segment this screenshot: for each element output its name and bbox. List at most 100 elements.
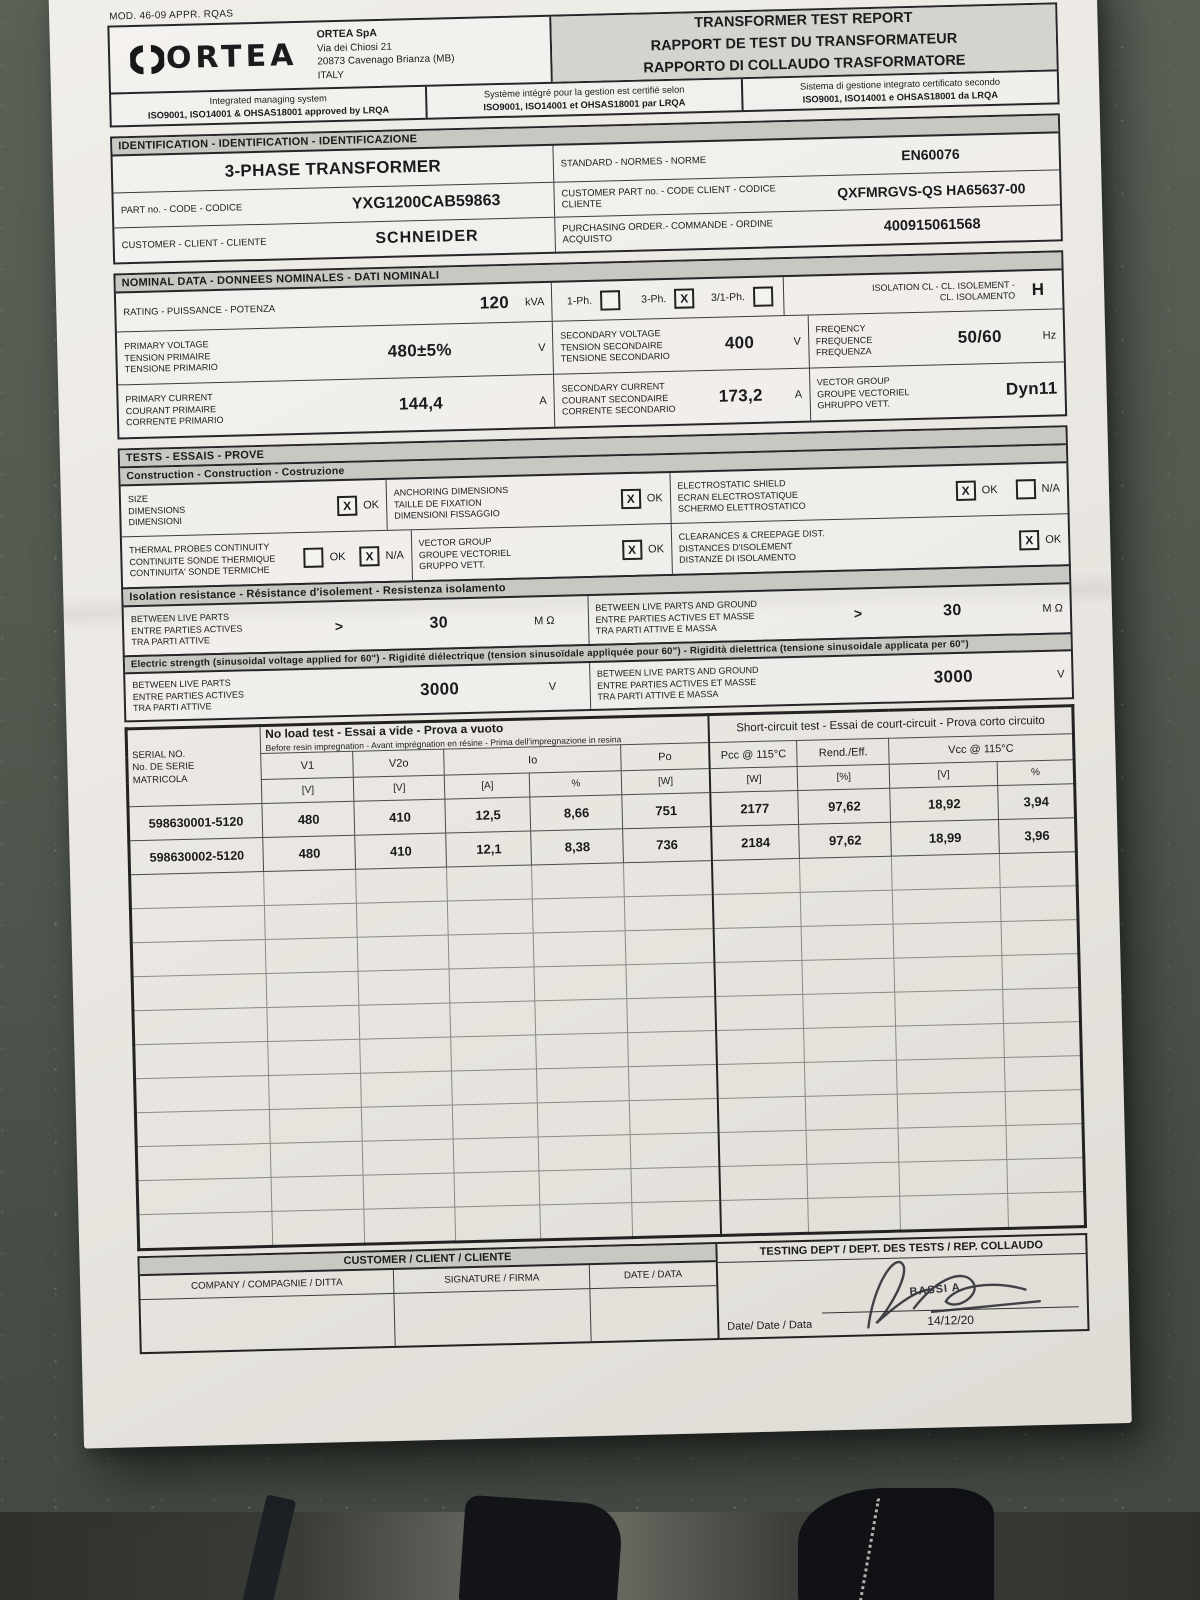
testing-dept-block: TESTING DEPT / DEPT. DES TESTS / REP. CO…	[717, 1233, 1090, 1341]
isolation-class-value: H	[1031, 280, 1045, 300]
secondary-voltage-cell: SECONDARY VOLTAGE TENSION SECONDAIRE TEN…	[551, 315, 809, 375]
secondary-current-label: SECONDARY CURRENT COURANT SECONDAIRE COR…	[561, 381, 676, 417]
company-name: ORTEA SpA	[316, 27, 378, 41]
frequency-unit: Hz	[1042, 329, 1057, 343]
ortea-logo: ORTEA	[110, 34, 312, 82]
checkbox-3-1ph	[752, 286, 774, 308]
frequency-cell: FREQENCY FREQUENCE FREQUENZA 50/60 Hz	[807, 309, 1064, 368]
standard-label: STANDARD - NORMES - NORME	[560, 154, 707, 170]
checkbox-clearances-ok: X	[1019, 530, 1040, 551]
identification-section: IDENTIFICATION - IDENTIFICATION - IDENTI…	[110, 113, 1063, 265]
report-title-block: TRANSFORMER TEST REPORT RAPPORT DE TEST …	[551, 4, 1057, 82]
isolation-live-label: BETWEEN LIVE PARTS ENTRE PARTIES ACTIVES…	[130, 611, 243, 648]
electric-ground-value: 3000	[933, 666, 974, 687]
nominal-data-section: NOMINAL DATA - DONNEES NOMINALES - DATI …	[113, 250, 1068, 440]
checkbox-vector-group-ok: X	[621, 540, 643, 561]
purchase-order-value: 400915061568	[883, 216, 981, 236]
rating-value: 120	[479, 293, 510, 313]
part-number-label: PART no. - CODE - CODICE	[120, 202, 243, 217]
vector-group-cell: VECTOR GROUP GROUPE VECTORIEL GHRUPPO VE…	[808, 362, 1066, 421]
isolation-ground-unit: M Ω	[1042, 602, 1064, 616]
primary-current-value: 144,4	[398, 393, 444, 414]
primary-voltage-label: PRIMARY VOLTAGE TENSION PRIMAIRE TENSION…	[124, 339, 218, 375]
signature-column-label: SIGNATURE / FIRMA	[393, 1265, 590, 1294]
ortea-logo-text: ORTEA	[165, 38, 298, 77]
isolation-live-unit: M Ω	[533, 615, 555, 628]
address-line-2: 20873 Cavenago Brianza (MB)	[317, 53, 455, 68]
col-po: Po	[620, 742, 710, 772]
purchase-order-label: PURCHASING ORDER.- COMMANDE - ORDINE ACQ…	[562, 218, 774, 246]
electric-live-unit: V	[548, 681, 557, 694]
isolation-ground-label: BETWEEN LIVE PARTS AND GROUND ENTRE PART…	[595, 598, 758, 636]
signature-icon	[867, 1261, 1042, 1329]
test-results-table: SERIAL NO. No. DE SERIE MATRICOLA No loa…	[124, 704, 1088, 1252]
iso-certification-it: Sistema di gestione integrato certificat…	[740, 71, 1058, 111]
isolation-ground-value: 30	[942, 602, 962, 620]
secondary-current-unit: A	[794, 389, 803, 402]
customer-part-label: CUSTOMER PART no. - CODE CLIENT - CODICE…	[561, 183, 777, 211]
thermal-probes-label: THERMAL PROBES CONTINUITY CONTINUITE SON…	[129, 541, 276, 579]
isolation-class-label: ISOLATION CL - CL. ISOLEMENT - CL. ISOLA…	[871, 279, 1016, 303]
rating-unit: kVA	[524, 296, 545, 309]
phase-3-1: 3/1-Ph.	[708, 286, 777, 309]
standard-value: EN60076	[901, 146, 960, 164]
isolation-class-cell: ISOLATION CL - CL. ISOLEMENT - CL. ISOLA…	[782, 270, 1063, 316]
phase-3: 3-Ph. X	[633, 288, 702, 310]
header-company-cell: ORTEA ORTEA SpA Via dei Chiosi 21 20873 …	[109, 16, 553, 93]
primary-current-label: PRIMARY CURRENT COURANT PRIMAIRE CORRENT…	[125, 392, 224, 428]
customer-signature-block: CUSTOMER / CLIENT / CLIENTE COMPANY / CO…	[137, 1242, 720, 1355]
signature-footer: CUSTOMER / CLIENT / CLIENTE COMPANY / CO…	[137, 1233, 1090, 1355]
electric-live-value: 3000	[419, 679, 460, 700]
checkbox-shield-ok: X	[955, 480, 976, 502]
col-v2o: V2o	[352, 749, 445, 778]
clearances-cell: CLEARANCES & CREEPAGE DIST. DISTANCES D'…	[670, 514, 1069, 575]
isolation-live-value: 30	[429, 614, 449, 633]
frequency-label: FREQENCY FREQUENCE FREQUENZA	[815, 323, 873, 358]
customer-value: SCHNEIDER	[375, 227, 479, 248]
secondary-voltage-value: 400	[724, 333, 755, 353]
col-v1: V1	[261, 751, 354, 780]
checkbox-shield-na	[1015, 479, 1036, 500]
serial-column-header: SERIAL NO. No. DE SERIE MATRICOLA	[126, 725, 263, 808]
size-cell: SIZE DIMENSIONS DIMENSIONI X OK	[121, 480, 387, 536]
vector-group-check-label: VECTOR GROUP GROUPE VECTORIEL GRUPPO VET…	[418, 536, 512, 572]
iso-certification-fr: Système intégré pour la gestion est cert…	[424, 79, 742, 119]
size-label: SIZE DIMENSIONS DIMENSIONI	[127, 493, 186, 528]
shoe-left	[458, 1494, 624, 1600]
secondary-current-cell: SECONDARY CURRENT COURANT SECONDAIRE COR…	[553, 368, 810, 428]
primary-voltage-cell: PRIMARY VOLTAGE TENSION PRIMAIRE TENSION…	[117, 322, 553, 385]
testing-dept-signature-area: BASSI A.	[718, 1254, 1087, 1329]
anchoring-cell: ANCHORING DIMENSIONS TAILLE DE FIXATION …	[385, 473, 671, 531]
customer-label: CUSTOMER - CLIENT - CLIENTE	[121, 236, 267, 252]
empty-rows	[129, 852, 1086, 1251]
date-column-label: DATE / DATA	[588, 1262, 717, 1289]
thermal-probes-cell: THERMAL PROBES CONTINUITY CONTINUITE SON…	[129, 541, 405, 579]
testing-date-label: Date/ Date / Data	[727, 1319, 813, 1334]
col-pcc: Pcc @ 115°C	[708, 740, 798, 769]
checkbox-3ph: X	[674, 288, 695, 310]
checkbox-thermal-na: X	[359, 546, 380, 567]
secondary-current-value: 173,2	[718, 386, 764, 407]
address-line-1: Via dei Chiosi 21	[316, 41, 392, 55]
checkbox-thermal-ok	[303, 547, 324, 569]
shoe-right	[798, 1488, 994, 1600]
customer-part-value: QXFMRGVS-QS HA65637-00	[837, 180, 1026, 202]
checkbox-1ph	[599, 290, 621, 311]
phase-cell: 1-Ph. 3-Ph. X 3/1-Ph.	[550, 277, 784, 322]
ortea-logo-icon	[129, 44, 165, 74]
checkbox-size-ok: X	[336, 495, 358, 517]
iso-certification-en: Integrated managing system ISO9001, ISO1…	[147, 93, 390, 121]
electric-live-label: BETWEEN LIVE PARTS ENTRE PARTIES ACTIVES…	[132, 677, 245, 714]
company-address: ORTEA SpA Via dei Chiosi 21 20873 Cavena…	[310, 20, 461, 87]
test-report-form: MOD. 46-09 APPR. RQAS ORTEA ORTEA SpA Vi…	[107, 0, 1090, 1355]
primary-voltage-unit: V	[538, 342, 546, 355]
col-rend: Rend./Eff.	[796, 738, 890, 767]
electric-ground-unit: V	[1056, 668, 1065, 681]
address-line-3: ITALY	[317, 69, 345, 82]
electrostatic-shield-label: ELECTROSTATIC SHIELD ECRAN ELECTROSTATIQ…	[677, 478, 806, 514]
primary-voltage-value: 480±5%	[387, 340, 452, 362]
rating-label: RATING - PUISSANCE - POTENZA	[123, 303, 276, 319]
electric-ground-label: BETWEEN LIVE PARTS AND GROUND ENTRE PART…	[596, 664, 759, 702]
tests-section: TESTS - ESSAIS - PROVE Construction - Co…	[117, 425, 1071, 590]
secondary-voltage-unit: V	[793, 336, 802, 349]
